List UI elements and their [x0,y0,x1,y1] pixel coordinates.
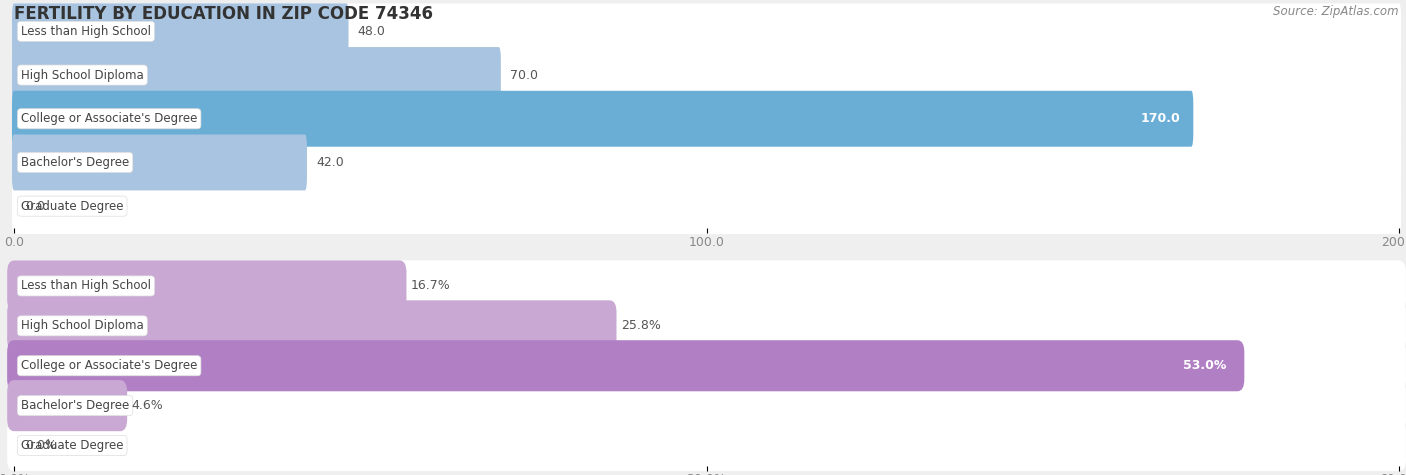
Text: Source: ZipAtlas.com: Source: ZipAtlas.com [1274,5,1399,18]
Text: Less than High School: Less than High School [21,25,150,38]
Text: Less than High School: Less than High School [21,279,150,293]
Text: 0.0%: 0.0% [25,439,58,452]
Text: Graduate Degree: Graduate Degree [21,439,124,452]
FancyBboxPatch shape [7,300,616,352]
Text: 42.0: 42.0 [316,156,343,169]
FancyBboxPatch shape [7,420,1406,471]
FancyBboxPatch shape [7,260,406,312]
FancyBboxPatch shape [7,340,1244,391]
Text: FERTILITY BY EDUCATION IN ZIP CODE 74346: FERTILITY BY EDUCATION IN ZIP CODE 74346 [14,5,433,23]
Text: High School Diploma: High School Diploma [21,68,143,82]
FancyBboxPatch shape [13,91,1400,147]
Text: 70.0: 70.0 [510,68,538,82]
Text: College or Associate's Degree: College or Associate's Degree [21,112,197,125]
FancyBboxPatch shape [7,300,1406,352]
Text: 48.0: 48.0 [357,25,385,38]
FancyBboxPatch shape [13,134,307,190]
FancyBboxPatch shape [13,3,1400,59]
FancyBboxPatch shape [7,340,1406,391]
Text: High School Diploma: High School Diploma [21,319,143,332]
Text: 53.0%: 53.0% [1182,359,1226,372]
FancyBboxPatch shape [13,47,501,103]
FancyBboxPatch shape [13,178,1400,234]
FancyBboxPatch shape [7,260,1406,312]
Text: Bachelor's Degree: Bachelor's Degree [21,156,129,169]
Text: College or Associate's Degree: College or Associate's Degree [21,359,197,372]
Text: 170.0: 170.0 [1140,112,1180,125]
Text: 16.7%: 16.7% [411,279,450,293]
Text: 4.6%: 4.6% [131,399,163,412]
Text: 25.8%: 25.8% [620,319,661,332]
FancyBboxPatch shape [13,91,1194,147]
Text: Bachelor's Degree: Bachelor's Degree [21,399,129,412]
FancyBboxPatch shape [7,380,127,431]
FancyBboxPatch shape [7,380,1406,431]
Text: Graduate Degree: Graduate Degree [21,200,124,213]
FancyBboxPatch shape [13,47,1400,103]
Text: 0.0: 0.0 [25,200,45,213]
FancyBboxPatch shape [13,3,349,59]
FancyBboxPatch shape [13,134,1400,190]
